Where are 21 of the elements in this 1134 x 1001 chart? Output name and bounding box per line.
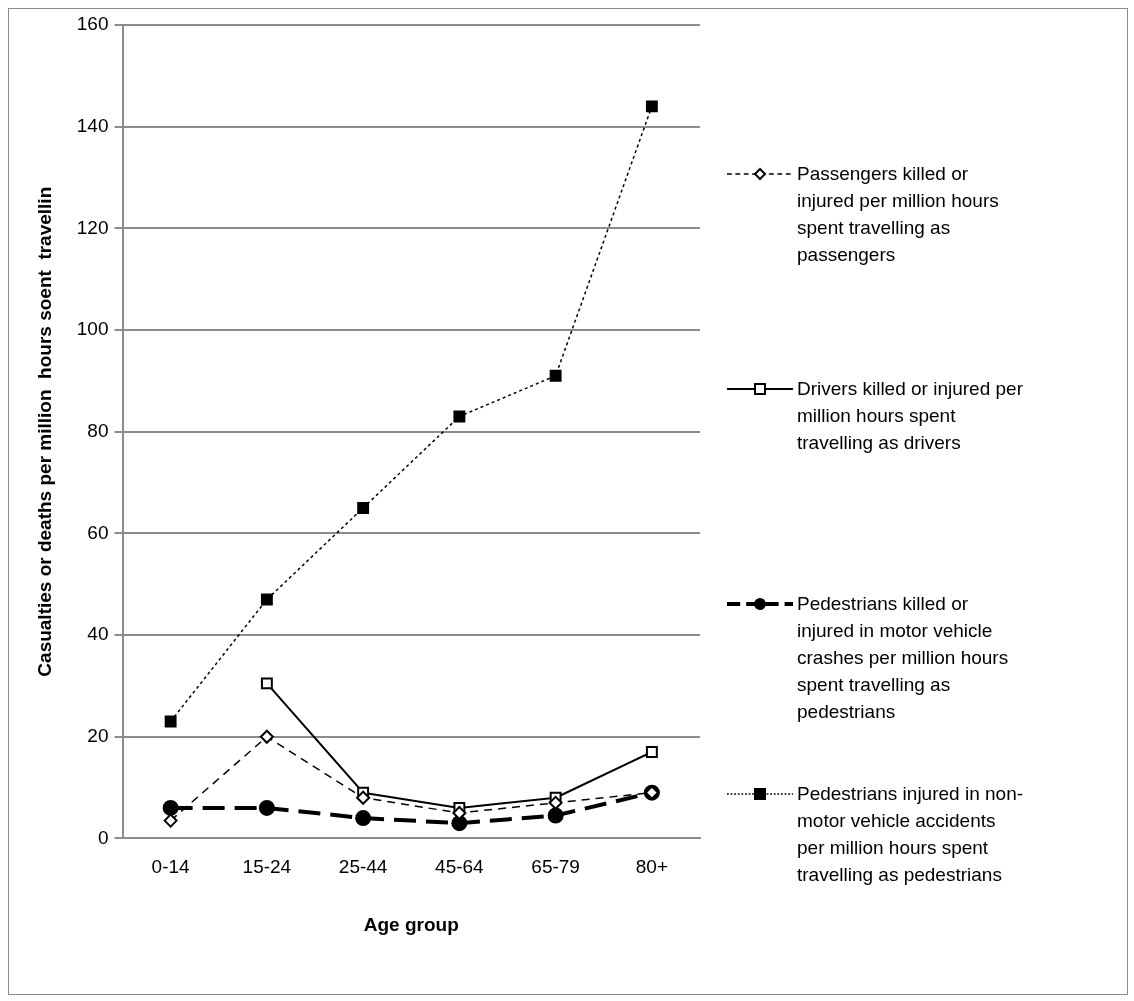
x-tick-label: 45-64 bbox=[435, 856, 485, 878]
y-tick-label: 160 bbox=[76, 13, 109, 35]
y-tick-label: 60 bbox=[87, 521, 109, 543]
x-tick-label: 0-14 bbox=[151, 856, 191, 878]
y-tick-label: 40 bbox=[87, 623, 109, 645]
x-axis-title: Age group bbox=[363, 913, 459, 935]
x-tick-label: 25-44 bbox=[338, 856, 388, 878]
y-tick-label: 120 bbox=[76, 216, 109, 238]
legend-label: Pedestrians injured in non-motor vehicle accidents per million hours spent travelling as pedestrians bbox=[797, 782, 1025, 887]
legend-label: Passengers killed or injured per million hours spent travelling as passengers bbox=[797, 162, 1000, 267]
y-tick-label: 140 bbox=[76, 114, 109, 136]
x-tick-label: 80+ bbox=[635, 856, 668, 878]
y-axis-title: Casualties or deaths per million hours soent travellin bbox=[33, 186, 55, 677]
y-tick-label: 0 bbox=[97, 826, 109, 848]
y-tick-label: 80 bbox=[87, 419, 109, 441]
y-tick-label: 20 bbox=[87, 724, 109, 746]
y-tick-label: 100 bbox=[76, 318, 109, 340]
x-tick-label: 65-79 bbox=[531, 856, 580, 878]
legend-label: Drivers killed or injured per million hours spent travelling as drivers bbox=[797, 377, 1024, 455]
legend-label: Pedestrians killed or injured in motor vehicle crashes per million hours spent travelling as pedestrians bbox=[797, 592, 1010, 724]
x-tick-label: 15-24 bbox=[242, 856, 292, 878]
